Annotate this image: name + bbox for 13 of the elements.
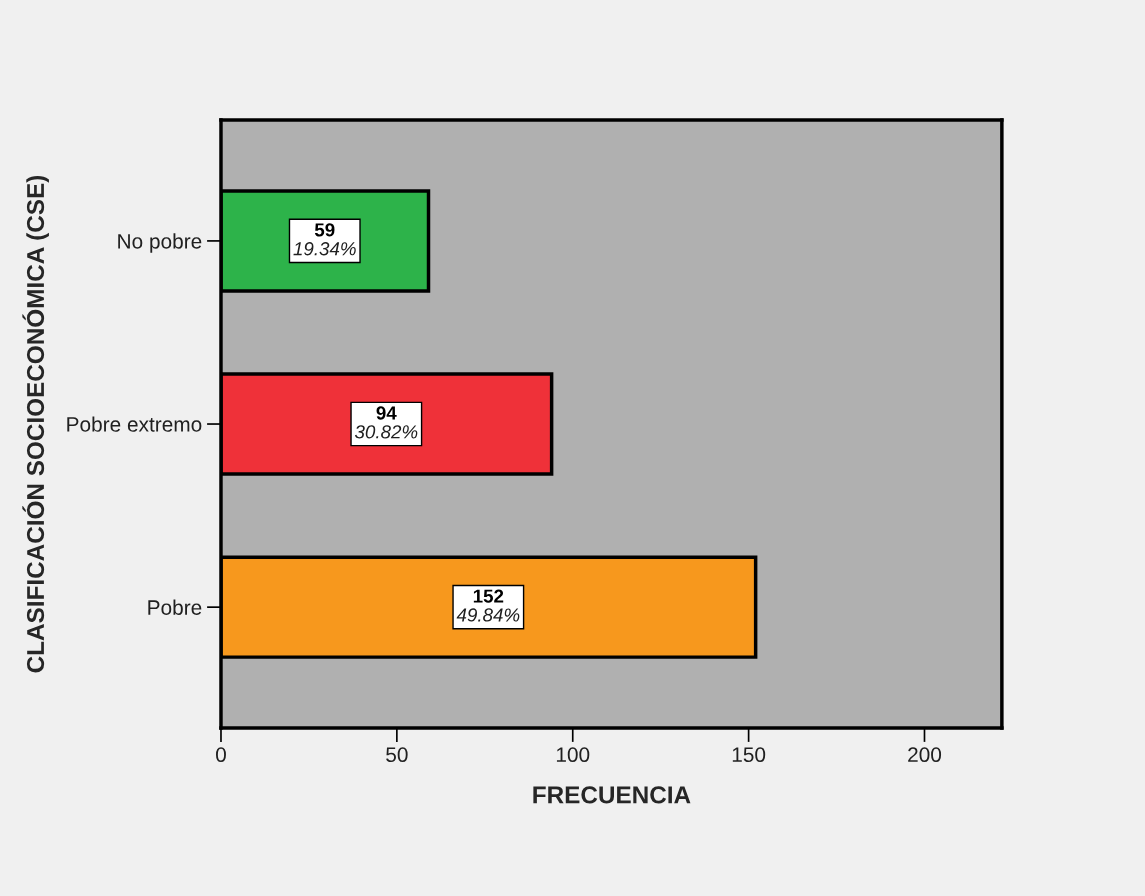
data-label: 94 30.82% [354,406,418,439]
y-tick-label: Pobre extremo [67,416,202,432]
x-tick-label: 0 [216,747,226,763]
x-tick-label: 150 [732,747,766,763]
data-label: 152 49.84% [456,589,520,622]
y-axis-title: CLASIFICACIÓN SOCIOECONÓMICA (CSE) [22,175,49,673]
x-tick-label: 200 [908,747,942,763]
x-axis-title: FRECUENCIA [533,786,691,804]
y-tick-label: Pobre [148,599,202,615]
data-label: 59 19.34% [293,223,356,256]
x-tick-label: 100 [556,747,590,763]
x-tick-label: 50 [386,747,408,763]
y-tick-label: No pobre [118,233,202,253]
